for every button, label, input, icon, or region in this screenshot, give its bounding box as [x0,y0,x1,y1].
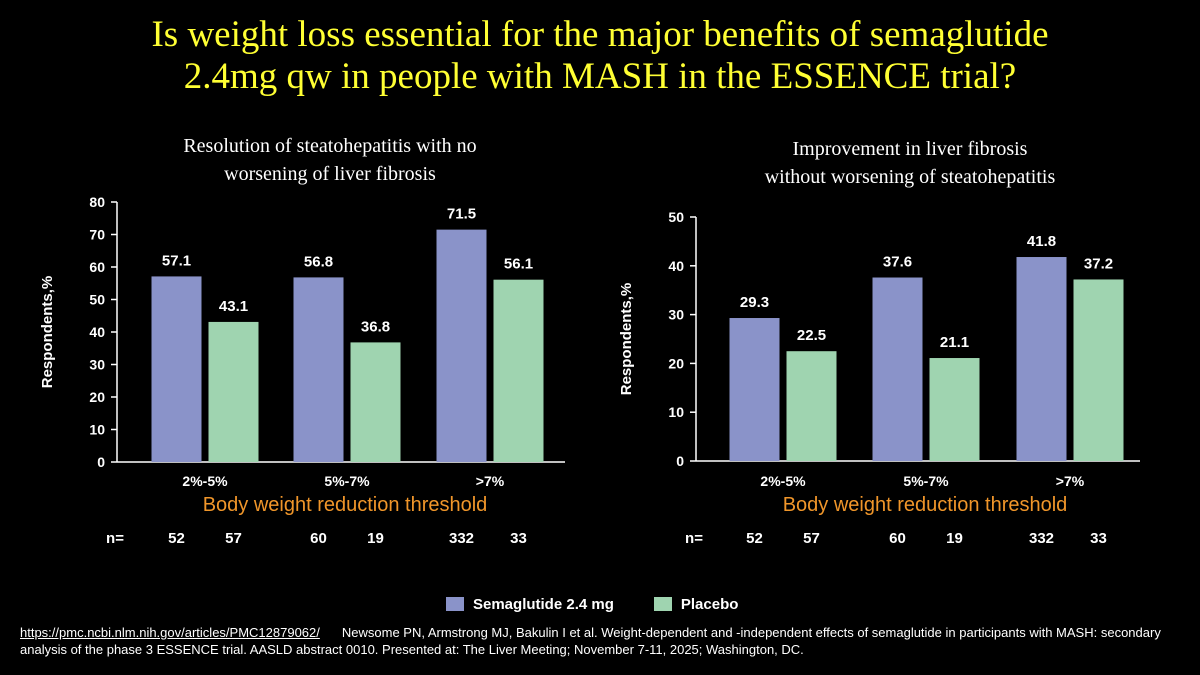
chart1-title-line1: Resolution of steatohepatitis with no [183,135,476,157]
chart2-bar-placebo [929,358,980,461]
chart1-n-value: 60 [310,530,327,547]
chart1-n-value: 332 [449,530,474,547]
chart1-y-tick-label: 0 [97,454,105,470]
legend-swatch-semaglutide [446,597,464,611]
slide-title-line2: 2.4mg qw in people with MASH in the ESSE… [183,56,1017,97]
chart2-x-tick-label: >7% [1056,473,1085,489]
chart2-n-value: 57 [803,530,820,547]
chart1-bar-semaglutide [293,277,344,462]
chart1-y-tick-label: 60 [89,259,105,275]
chart2-n-value: 60 [889,530,906,547]
chart2-bar-placebo [786,351,837,461]
chart1-n-value: 19 [367,530,384,547]
chart1-y-tick-label: 10 [89,422,105,438]
chart2-y-axis-label: Respondents,% [618,283,635,396]
chart1-n-label: n= [106,530,124,547]
chart2-data-label: 29.3 [740,294,769,311]
chart2-y-tick-label: 20 [668,355,684,371]
legend: Semaglutide 2.4 mg Placebo [446,594,778,614]
chart1-data-label: 36.8 [361,318,390,335]
chart2-title-line1: Improvement in liver fibrosis [793,138,1028,160]
chart1-data-label: 71.5 [447,206,476,223]
chart1-y-tick-label: 80 [89,194,105,210]
chart1-y-tick-label: 50 [89,292,105,308]
chart1-y-tick-label: 40 [89,324,105,340]
chart1-n-value: 52 [168,530,185,547]
chart1-bar-placebo [208,321,259,462]
chart2-x-tick-label: 5%-7% [903,473,949,489]
chart2-data-label: 37.6 [883,254,912,271]
chart2-title-line2: without worsening of steatohepatitis [765,166,1056,188]
chart1-bar-placebo [493,279,544,462]
chart1-data-label: 56.1 [504,256,533,273]
legend-item-placebo: Placebo [653,595,739,613]
chart1-x-axis-label: Body weight reduction threshold [203,494,488,516]
chart2-data-label: 41.8 [1027,233,1056,250]
chart1-y-tick-label: 70 [89,227,105,243]
chart2-n-value: 19 [946,530,963,547]
chart2-data-label: 21.1 [940,334,969,351]
chart2-n-label: n= [685,530,703,547]
chart2-y-tick-label: 0 [676,453,684,469]
chart2-bar-placebo [1073,279,1124,461]
chart2-bar-semaglutide [729,318,780,461]
chart2-y-tick-label: 30 [668,307,684,323]
slide-title-line1: Is weight loss essential for the major b… [151,14,1049,55]
chart2-n-value: 33 [1090,530,1107,547]
citation-text: Newsome PN, Armstrong MJ, Bakulin I et a… [20,625,1161,657]
chart2-data-label: 37.2 [1084,255,1113,272]
chart1-y-tick-label: 20 [89,389,105,405]
chart1-data-label: 56.8 [304,253,333,270]
chart2-n-value: 332 [1029,530,1054,547]
chart1-n-value: 57 [225,530,242,547]
chart1-x-tick-label: 5%-7% [324,473,370,489]
legend-item-semaglutide: Semaglutide 2.4 mg [446,596,614,613]
chart1-bar-semaglutide [436,229,487,462]
legend-label-placebo: Placebo [680,595,739,613]
chart2-data-label: 22.5 [797,327,826,344]
chart2-x-tick-label: 2%-5% [760,473,806,489]
chart1-data-label: 43.1 [219,298,248,315]
chart1-n-value: 33 [510,530,527,547]
chart1-y-axis-label: Respondents,% [39,276,56,389]
chart1-y-tick-label: 30 [89,357,105,373]
slide-title: Is weight loss essential for the major b… [0,14,1200,98]
chart2-y-tick-label: 10 [668,404,684,420]
chart2-y-tick-label: 40 [668,258,684,274]
chart1-x-tick-label: >7% [476,473,505,489]
chart1-x-tick-label: 2%-5% [182,473,228,489]
chart1-title-line2: worsening of liver fibrosis [224,163,436,185]
source-citation: https://pmc.ncbi.nlm.nih.gov/articles/PM… [20,624,1190,658]
chart2-bar-semaglutide [1016,257,1067,461]
source-link[interactable]: https://pmc.ncbi.nlm.nih.gov/articles/PM… [20,625,320,640]
chart1-bar-placebo [350,342,401,462]
chart2-bar-semaglutide [872,277,923,461]
chart1-data-label: 57.1 [162,252,191,269]
chart2-y-tick-label: 50 [668,209,684,225]
legend-swatch-placebo [653,597,672,611]
chart2-n-value: 52 [746,530,763,547]
legend-label-semaglutide: Semaglutide 2.4 mg [473,595,614,613]
chart2-x-axis-label: Body weight reduction threshold [783,494,1068,516]
chart1-bar-semaglutide [151,276,202,462]
